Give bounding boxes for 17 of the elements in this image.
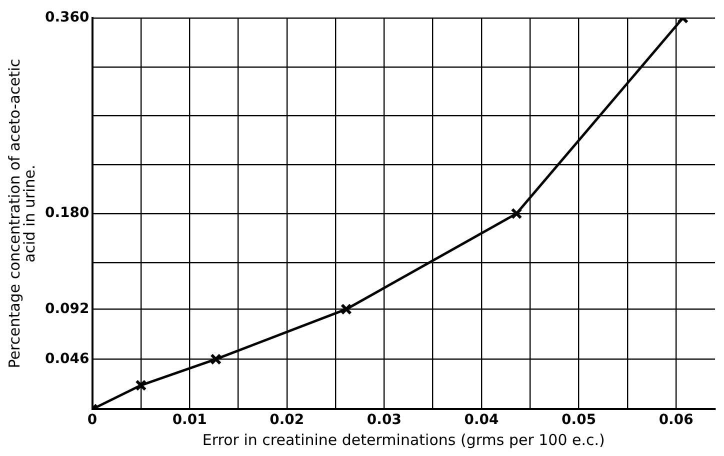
y-tick-label: 0.360 (44, 10, 90, 26)
point (135, 380, 147, 392)
y-tick-label: 0.092 (44, 300, 90, 317)
x-tick-label: 0.01 (172, 412, 207, 428)
point (340, 303, 352, 315)
y-tick-label: 0.046 (44, 350, 90, 367)
x-tick-label: 0.02 (270, 412, 304, 428)
x-axis-title: Error in creatinine determinations (grms per 100 e.c.) (202, 430, 605, 449)
x-tick-label: 0.03 (366, 412, 402, 428)
y-tick-label: 0.180 (44, 205, 90, 222)
point (510, 208, 522, 220)
x-tick-label: 0.05 (562, 412, 596, 428)
x-tick-label: 0.04 (464, 412, 500, 428)
x-tick-label: 0 (87, 412, 98, 428)
x-tick-label: 0.06 (658, 412, 694, 428)
point (210, 353, 222, 365)
y-axis-title: Percentage concentration of aceto-acetic acid in urine. (5, 58, 38, 368)
